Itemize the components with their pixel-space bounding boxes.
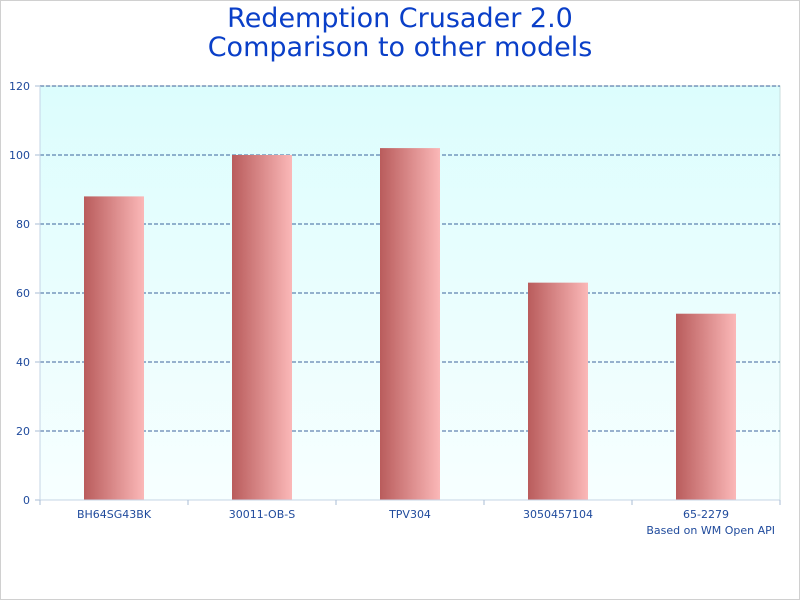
x-tick-label: TPV304 [388, 508, 431, 521]
y-tick-label: 100 [9, 149, 30, 162]
chart-title-line-1: Redemption Crusader 2.0 [227, 3, 573, 34]
bar-3050457104 [528, 282, 588, 500]
y-tick-label: 40 [16, 356, 30, 369]
y-tick-label: 20 [16, 425, 30, 438]
bar-65-2279 [676, 313, 736, 500]
x-tick-label: 3050457104 [523, 508, 593, 521]
y-tick-label: 60 [16, 287, 30, 300]
x-tick-label: 30011-OB-S [229, 508, 295, 521]
chart-title-line-2: Comparison to other models [207, 32, 593, 63]
y-tick-label: 120 [9, 80, 30, 93]
y-tick-label: 0 [23, 494, 30, 507]
bar-BH64SG43BK [84, 196, 144, 500]
x-tick-label: 65-2279 [683, 508, 729, 521]
bar-TPV304 [380, 148, 440, 500]
y-tick-label: 80 [16, 218, 30, 231]
bar-30011-OB-S [232, 155, 292, 500]
x-tick-label: BH64SG43BK [77, 508, 152, 521]
source-attribution: Based on WM Open API [646, 524, 775, 537]
